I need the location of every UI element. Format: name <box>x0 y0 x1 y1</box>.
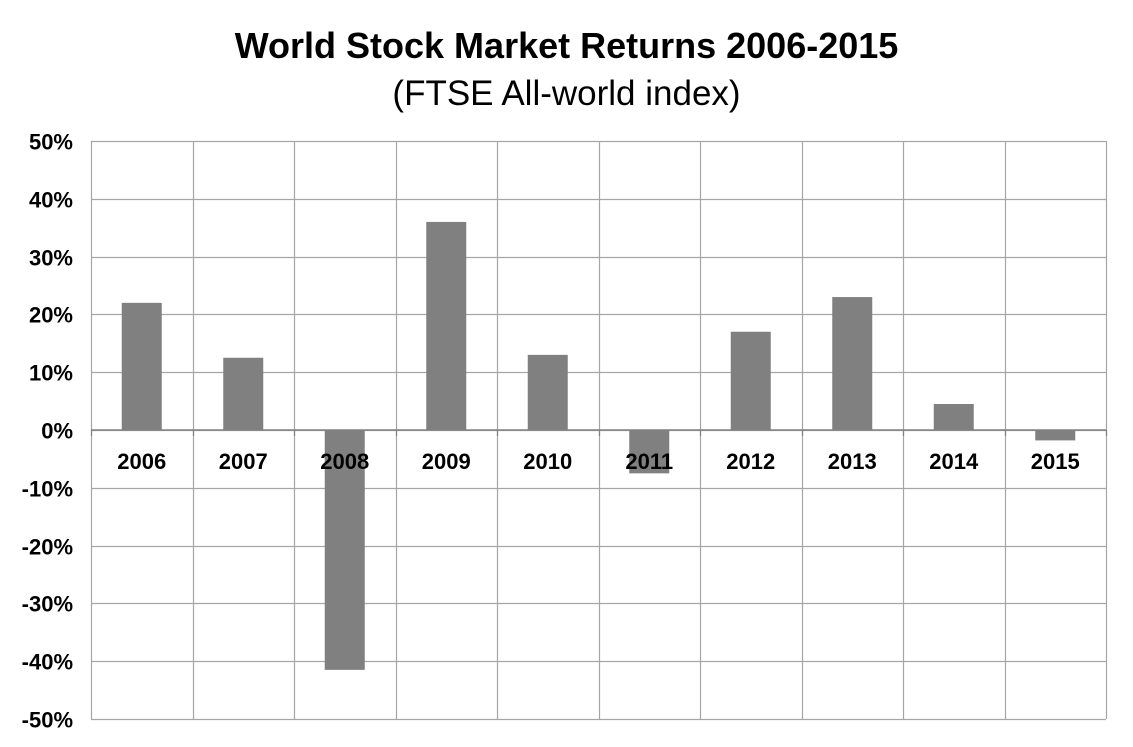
bar-2007 <box>223 357 264 430</box>
bar-2006 <box>121 302 162 430</box>
bar-2015 <box>1035 430 1076 441</box>
y-tick-label: 10% <box>29 361 73 386</box>
y-tick-label: 40% <box>29 188 73 213</box>
y-tick-label: 0% <box>41 419 73 444</box>
y-tick-label: -40% <box>22 650 73 675</box>
y-tick-label: -30% <box>22 592 73 617</box>
y-tick-label: -10% <box>22 477 73 502</box>
y-tick-label: -50% <box>22 708 73 733</box>
y-tick-label: 20% <box>29 303 73 328</box>
x-category-label: 2015 <box>1031 449 1080 474</box>
zero-axis <box>90 429 1108 436</box>
x-category-label: 2008 <box>320 449 369 474</box>
y-tick-label: -20% <box>22 535 73 560</box>
x-category-label: 2011 <box>625 449 673 474</box>
x-category-label: 2010 <box>523 449 572 474</box>
x-category-label: 2007 <box>219 449 268 474</box>
bar-2012 <box>730 331 771 430</box>
chart-subtitle: (FTSE All-world index) <box>392 74 741 113</box>
bar-2008 <box>324 430 365 670</box>
x-category-label: 2013 <box>828 449 877 474</box>
bars <box>121 221 1076 670</box>
y-tick-label: 30% <box>29 246 73 271</box>
chart-title: World Stock Market Returns 2006-2015 <box>234 25 899 66</box>
x-category-label: 2009 <box>422 449 471 474</box>
bar-2011 <box>629 430 670 474</box>
bar-2014 <box>933 403 974 430</box>
bar-2010 <box>527 354 568 430</box>
x-category-label: 2014 <box>929 449 979 474</box>
x-axis-category-labels: 2006 2007 2008 2009 2010 2011 2012 2013 2014 2015 <box>117 449 1079 474</box>
y-tick-label: 50% <box>29 130 73 155</box>
x-category-label: 2006 <box>117 449 166 474</box>
x-category-label: 2012 <box>726 449 775 474</box>
y-axis-tick-labels: 50% 40% 30% 20% 10% 0% -10% -20% -30% -40% -50% <box>22 130 73 733</box>
bar-2009 <box>426 221 467 430</box>
bar-2013 <box>832 297 873 430</box>
